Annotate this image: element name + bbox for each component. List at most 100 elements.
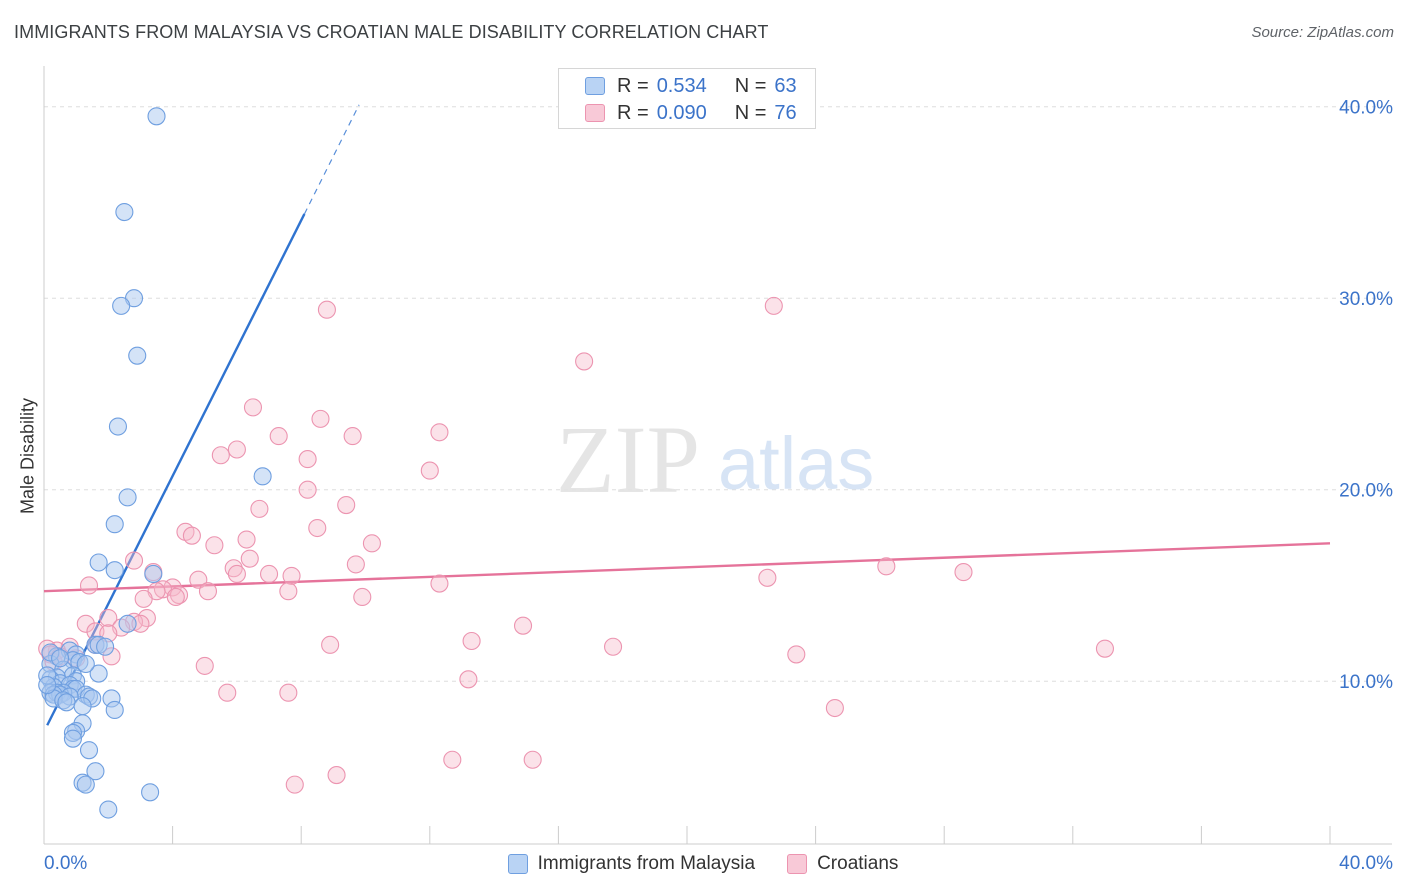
croatians-point (76, 614, 95, 633)
legend-item-malaysia[interactable]: Immigrants from Malaysia (507, 853, 755, 875)
malaysia-point (112, 296, 131, 315)
croatians-point (362, 534, 381, 553)
n-value: 76 (774, 101, 797, 124)
y-tick-label: 20.0% (1339, 481, 1393, 502)
croatians-swatch (585, 104, 605, 122)
croatians-point (575, 352, 594, 371)
malaysia-points (38, 107, 272, 819)
stats-row-malaysia: R = 0.534 N = 63 (585, 75, 797, 97)
malaysia-point (51, 649, 70, 668)
croatians-point (224, 559, 243, 578)
croatians-point (298, 480, 317, 499)
croatians-point (321, 635, 340, 654)
croatians-point (169, 585, 189, 605)
croatians-point (259, 564, 279, 584)
malaysia-swatch (585, 77, 605, 95)
croatians-point (311, 409, 330, 428)
croatians-point (166, 587, 185, 607)
malaysia-point (105, 700, 124, 720)
croatians-point (604, 637, 623, 656)
croatians-point (443, 750, 462, 769)
croatians-point (282, 566, 301, 585)
croatians-point (227, 440, 246, 459)
r-label: R = (617, 101, 649, 124)
gridlines (44, 106, 1392, 682)
croatians-point (250, 499, 269, 518)
n-value: 63 (774, 74, 797, 97)
malaysia-point (79, 741, 99, 760)
croatians-point (134, 589, 153, 608)
x-tick-label-max: 40.0% (1339, 853, 1393, 874)
watermark: ZIP atlas (556, 406, 874, 513)
croatians-point (279, 683, 298, 702)
n-label: N = (734, 74, 767, 97)
croatians-point (459, 670, 478, 689)
croatians-point (298, 450, 317, 469)
series-legend: Immigrants from Malaysia Croatians (0, 851, 1406, 877)
croatians-point (513, 616, 533, 635)
croatians-point (227, 564, 246, 584)
croatians-point (205, 536, 224, 555)
croatians-point (237, 530, 256, 549)
croatians-point (308, 518, 327, 538)
malaysia-point (115, 203, 134, 222)
croatians-point (79, 576, 99, 595)
malaysia-point (96, 637, 115, 656)
legend-item-croatians[interactable]: Croatians (787, 853, 898, 875)
croatians-point (462, 631, 481, 651)
legend-label-croatians: Croatians (817, 853, 899, 874)
croatians-point (124, 551, 144, 570)
croatians-point (420, 461, 439, 480)
watermark-zip: ZIP (556, 406, 700, 513)
malaysia-point (147, 107, 166, 126)
malaysia-swatch (507, 854, 528, 874)
croatians-point (327, 766, 346, 785)
croatians-trend-line (43, 542, 1331, 593)
malaysia-point (128, 346, 147, 365)
malaysia-point (253, 467, 272, 486)
croatians-point (758, 568, 777, 587)
croatians-point (1095, 639, 1114, 658)
malaysia-point (63, 729, 82, 748)
malaysia-point (108, 417, 127, 436)
y-axis-label: Male Disability (17, 397, 38, 515)
source-label: Source: ZipAtlas.com (1251, 24, 1394, 41)
croatians-point (269, 427, 288, 446)
croatians-point (182, 526, 201, 545)
croatians-point (99, 608, 118, 628)
malaysia-point (76, 775, 95, 794)
croatians-point (346, 555, 365, 574)
stats-row-croatians: R = 0.090 N = 76 (585, 102, 797, 124)
croatians-point (430, 574, 449, 593)
chart-title: IMMIGRANTS FROM MALAYSIA VS CROATIAN MAL… (14, 22, 769, 42)
croatians-points (38, 296, 1114, 794)
croatians-point (343, 427, 362, 446)
croatians-point (218, 683, 237, 702)
croatians-point (764, 296, 783, 315)
malaysia-point (76, 654, 95, 674)
n-label: N = (734, 101, 767, 124)
malaysia-point (105, 561, 124, 580)
stats-legend: R = 0.534 N = 63 R = 0.090 N = 76 (558, 68, 816, 129)
croatians-point (337, 495, 356, 515)
croatians-point (195, 656, 214, 675)
malaysia-point (144, 564, 163, 584)
croatians-point (211, 446, 230, 465)
malaysia-point (73, 697, 92, 716)
croatians-point (523, 750, 542, 769)
malaysia-point (118, 614, 137, 633)
croatians-point (240, 549, 259, 568)
r-value: 0.534 (656, 74, 707, 97)
malaysia-point (99, 800, 118, 819)
croatians-point (243, 398, 263, 417)
y-tick-label: 30.0% (1339, 289, 1393, 310)
y-tick-label: 40.0% (1339, 98, 1393, 119)
r-value: 0.090 (656, 101, 707, 124)
croatians-point (877, 557, 896, 576)
malaysia-point (86, 762, 105, 781)
croatians-swatch (787, 854, 808, 874)
croatians-point (954, 563, 973, 582)
malaysia-point (89, 553, 108, 572)
y-tick-label: 10.0% (1339, 672, 1393, 693)
